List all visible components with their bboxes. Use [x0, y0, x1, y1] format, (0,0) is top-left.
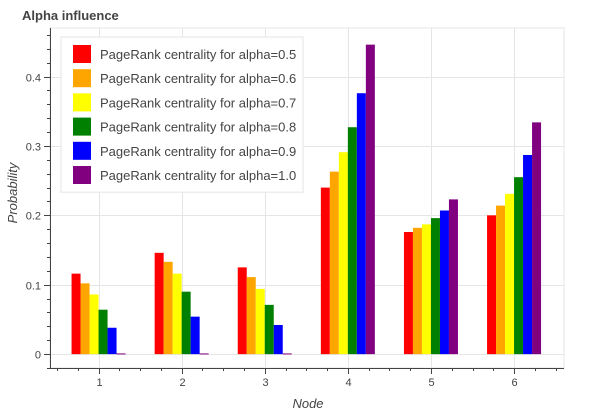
bar-1-series-3 — [89, 294, 99, 355]
bar-4-series-4 — [347, 127, 357, 355]
bar-2-series-1 — [154, 252, 164, 355]
y-axis-label: Probability — [5, 161, 20, 223]
x-tick-label: 1 — [96, 377, 102, 389]
x-tick-label: 2 — [179, 377, 185, 389]
bar-1-series-1 — [71, 273, 81, 355]
bar-5-series-2 — [412, 227, 422, 355]
legend-swatch-6 — [73, 166, 91, 184]
bar-2-series-3 — [172, 273, 182, 355]
bar-3-series-4 — [264, 304, 274, 355]
bar-1-series-6 — [116, 353, 126, 355]
bar-4-series-3 — [338, 152, 348, 355]
bar-3-series-3 — [255, 288, 265, 355]
legend-swatch-3 — [73, 93, 91, 112]
bar-5-series-4 — [430, 218, 440, 355]
bar-5-series-3 — [421, 224, 431, 355]
y-tick-label: 0 — [35, 350, 41, 362]
bar-2-series-4 — [181, 291, 191, 355]
bar-6-series-3 — [505, 193, 515, 355]
x-axis-label: Node — [292, 396, 323, 411]
legend-entry-1: PageRank centrality for alpha=0.5 — [100, 47, 296, 62]
bar-2-series-5 — [190, 316, 200, 355]
legend-entry-2: PageRank centrality for alpha=0.6 — [100, 71, 296, 86]
bar-4-series-1 — [320, 187, 330, 355]
legend-entry-5: PageRank centrality for alpha=0.9 — [100, 144, 296, 159]
legend-swatch-2 — [73, 69, 91, 88]
y-tick-label: 0.3 — [26, 142, 41, 154]
bar-1-series-5 — [107, 327, 117, 355]
bar-4-series-2 — [329, 171, 339, 355]
bar-3-series-2 — [246, 277, 256, 355]
bar-1-series-4 — [98, 309, 108, 355]
bar-6-series-6 — [532, 122, 542, 355]
bar-5-series-6 — [448, 199, 458, 355]
bar-6-series-5 — [523, 154, 533, 355]
y-tick-label: 0.4 — [26, 73, 41, 85]
x-tick-label: 5 — [428, 377, 434, 389]
bar-6-series-1 — [487, 215, 497, 355]
y-tick-label: 0.2 — [26, 211, 41, 223]
bar-4-series-5 — [356, 93, 366, 355]
bar-5-series-5 — [439, 210, 449, 355]
chart-title: Alpha influence — [22, 8, 119, 23]
x-tick-label: 3 — [262, 377, 268, 389]
y-tick-label: 0.1 — [26, 281, 41, 293]
legend — [60, 36, 304, 193]
legend-swatch-1 — [73, 45, 91, 63]
bar-5-series-1 — [403, 232, 413, 355]
legend-entry-6: PageRank centrality for alpha=1.0 — [100, 168, 296, 183]
x-tick-label: 6 — [511, 377, 517, 389]
legend-entry-3: PageRank centrality for alpha=0.7 — [100, 95, 296, 110]
bar-3-series-1 — [237, 267, 247, 355]
bar-1-series-2 — [80, 283, 90, 355]
bar-6-series-2 — [496, 205, 506, 355]
legend-swatch-5 — [73, 141, 91, 160]
x-tick-label: 4 — [345, 377, 351, 389]
legend-entry-4: PageRank centrality for alpha=0.8 — [100, 120, 296, 135]
bar-2-series-2 — [163, 261, 173, 355]
bar-2-series-6 — [199, 353, 209, 355]
bar-4-series-6 — [365, 44, 375, 355]
bar-6-series-4 — [514, 177, 524, 355]
bar-3-series-5 — [273, 324, 283, 355]
bar-3-series-6 — [282, 353, 292, 355]
legend-swatch-4 — [73, 117, 91, 136]
